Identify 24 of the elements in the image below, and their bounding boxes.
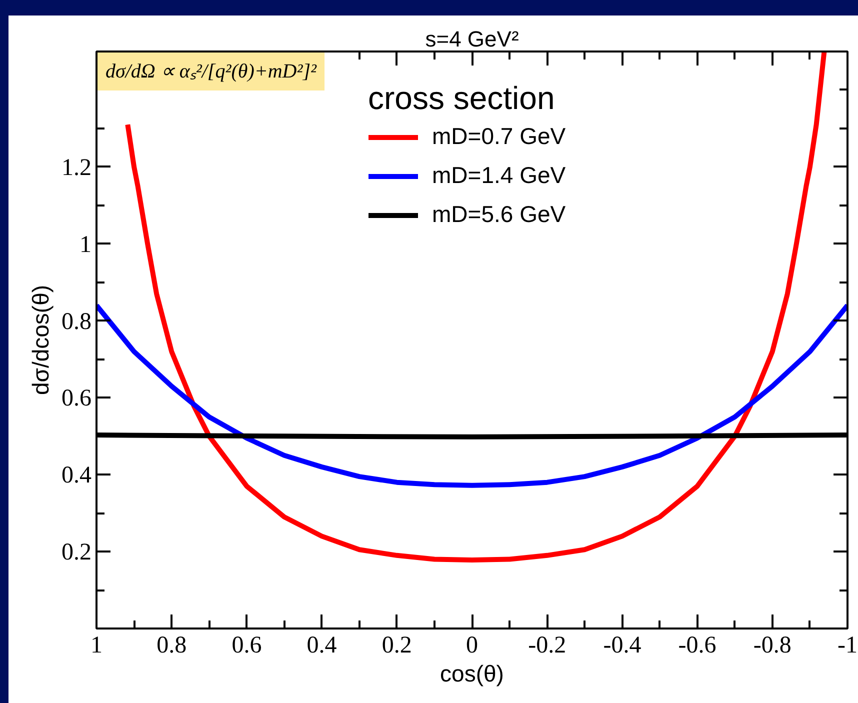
x-tick-label: 0 xyxy=(466,632,478,658)
x-tick-label: -0.2 xyxy=(528,632,566,658)
y-tick-label: 0.4 xyxy=(62,462,92,489)
y-tick-label: 0.8 xyxy=(62,308,92,335)
legend-label: mD=1.4 GeV xyxy=(432,162,566,189)
legend-title: cross section xyxy=(368,80,556,117)
y-tick-label: 1.2 xyxy=(62,154,92,181)
x-tick-label: -0.8 xyxy=(753,632,792,658)
annotation: dσ/dΩ ∝ αₛ²/[q²(θ)+mD²]² xyxy=(106,60,318,82)
x-tick-label: 0.6 xyxy=(232,632,262,658)
x-tick-label: -1 xyxy=(838,632,858,658)
x-tick-label: -0.4 xyxy=(603,632,642,658)
chart-title: s=4 GeV² xyxy=(425,26,519,52)
y-tick-label: 1 xyxy=(80,232,92,258)
y-axis-title: dσ/dcos(θ) xyxy=(28,284,54,396)
legend-label: mD=0.7 GeV xyxy=(432,123,566,150)
y-tick-label: 0.6 xyxy=(62,386,92,412)
legend-label: mD=5.6 GeV xyxy=(432,201,566,228)
y-tick-label: 0.2 xyxy=(62,540,92,566)
x-axis-title: cos(θ) xyxy=(440,660,504,686)
x-tick-label: -0.6 xyxy=(678,632,716,658)
x-tick-label: 0.8 xyxy=(156,632,187,658)
x-tick-label: 0.2 xyxy=(382,632,412,658)
x-tick-label: 0.4 xyxy=(306,632,337,658)
